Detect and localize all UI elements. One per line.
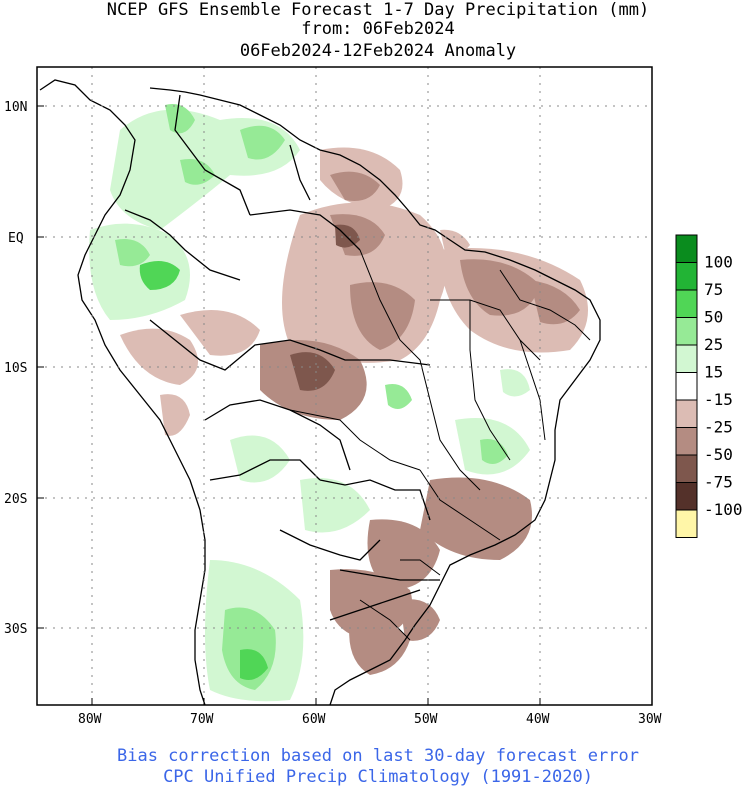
legend-label: 75 bbox=[704, 280, 723, 299]
legend-label: -100 bbox=[704, 500, 743, 519]
lon-label-50w: 50W bbox=[414, 712, 438, 727]
legend-swatch bbox=[675, 344, 698, 373]
legend-swatch bbox=[675, 399, 698, 428]
legend-label: 25 bbox=[704, 335, 723, 354]
legend-swatch bbox=[675, 262, 698, 291]
brazil-state-borders bbox=[289, 249, 591, 641]
legend-swatch bbox=[675, 234, 698, 263]
lat-label-20s: 20S bbox=[4, 492, 27, 507]
legend-label: 50 bbox=[704, 308, 723, 327]
legend-swatch bbox=[675, 289, 698, 318]
forecast-period: 06Feb2024-12Feb2024 Anomaly bbox=[239, 41, 517, 61]
footer-bias-note: Bias correction based on last 30-day for… bbox=[117, 746, 639, 766]
lon-label-70w: 70W bbox=[190, 712, 214, 727]
lat-label-10s: 10S bbox=[4, 361, 27, 376]
legend-swatch bbox=[675, 372, 698, 401]
country-borders bbox=[124, 94, 440, 621]
legend-label: -50 bbox=[704, 445, 733, 464]
legend-swatch bbox=[675, 509, 698, 538]
legend-label: 15 bbox=[704, 363, 723, 382]
axis-ticks bbox=[37, 105, 653, 705]
legend-label: -25 bbox=[704, 418, 733, 437]
lon-label-30w: 30W bbox=[638, 712, 662, 727]
map-title: NCEP GFS Ensemble Forecast 1-7 Day Preci… bbox=[106, 0, 650, 20]
dry-anomaly-areas bbox=[120, 147, 588, 675]
south-america-coastline bbox=[39, 79, 601, 706]
lon-label-40w: 40W bbox=[526, 712, 550, 727]
lon-label-80w: 80W bbox=[78, 712, 102, 727]
lat-label-10n: 10N bbox=[4, 100, 27, 115]
legend-swatch bbox=[675, 427, 698, 456]
legend-swatch bbox=[675, 317, 698, 346]
map-border bbox=[36, 66, 653, 706]
legend-label: -75 bbox=[704, 473, 733, 492]
legend-swatch bbox=[675, 482, 698, 511]
legend-swatch bbox=[675, 454, 698, 483]
legend-label: -15 bbox=[704, 390, 733, 409]
coastline-and-borders bbox=[39, 79, 601, 706]
forecast-init-date: from: 06Feb2024 bbox=[301, 19, 455, 39]
lat-label-eq: EQ bbox=[8, 231, 24, 246]
anomaly-fields bbox=[89, 104, 588, 702]
graticule bbox=[37, 67, 652, 705]
legend-label: 100 bbox=[704, 253, 733, 272]
color-legend: 100 75 50 25 15 -15 -25 -50 -75 -100 bbox=[675, 234, 743, 538]
footer-climatology-note: CPC Unified Precip Climatology (1991-202… bbox=[163, 767, 593, 787]
lon-label-60w: 60W bbox=[302, 712, 326, 727]
lat-label-30s: 30S bbox=[4, 622, 27, 637]
